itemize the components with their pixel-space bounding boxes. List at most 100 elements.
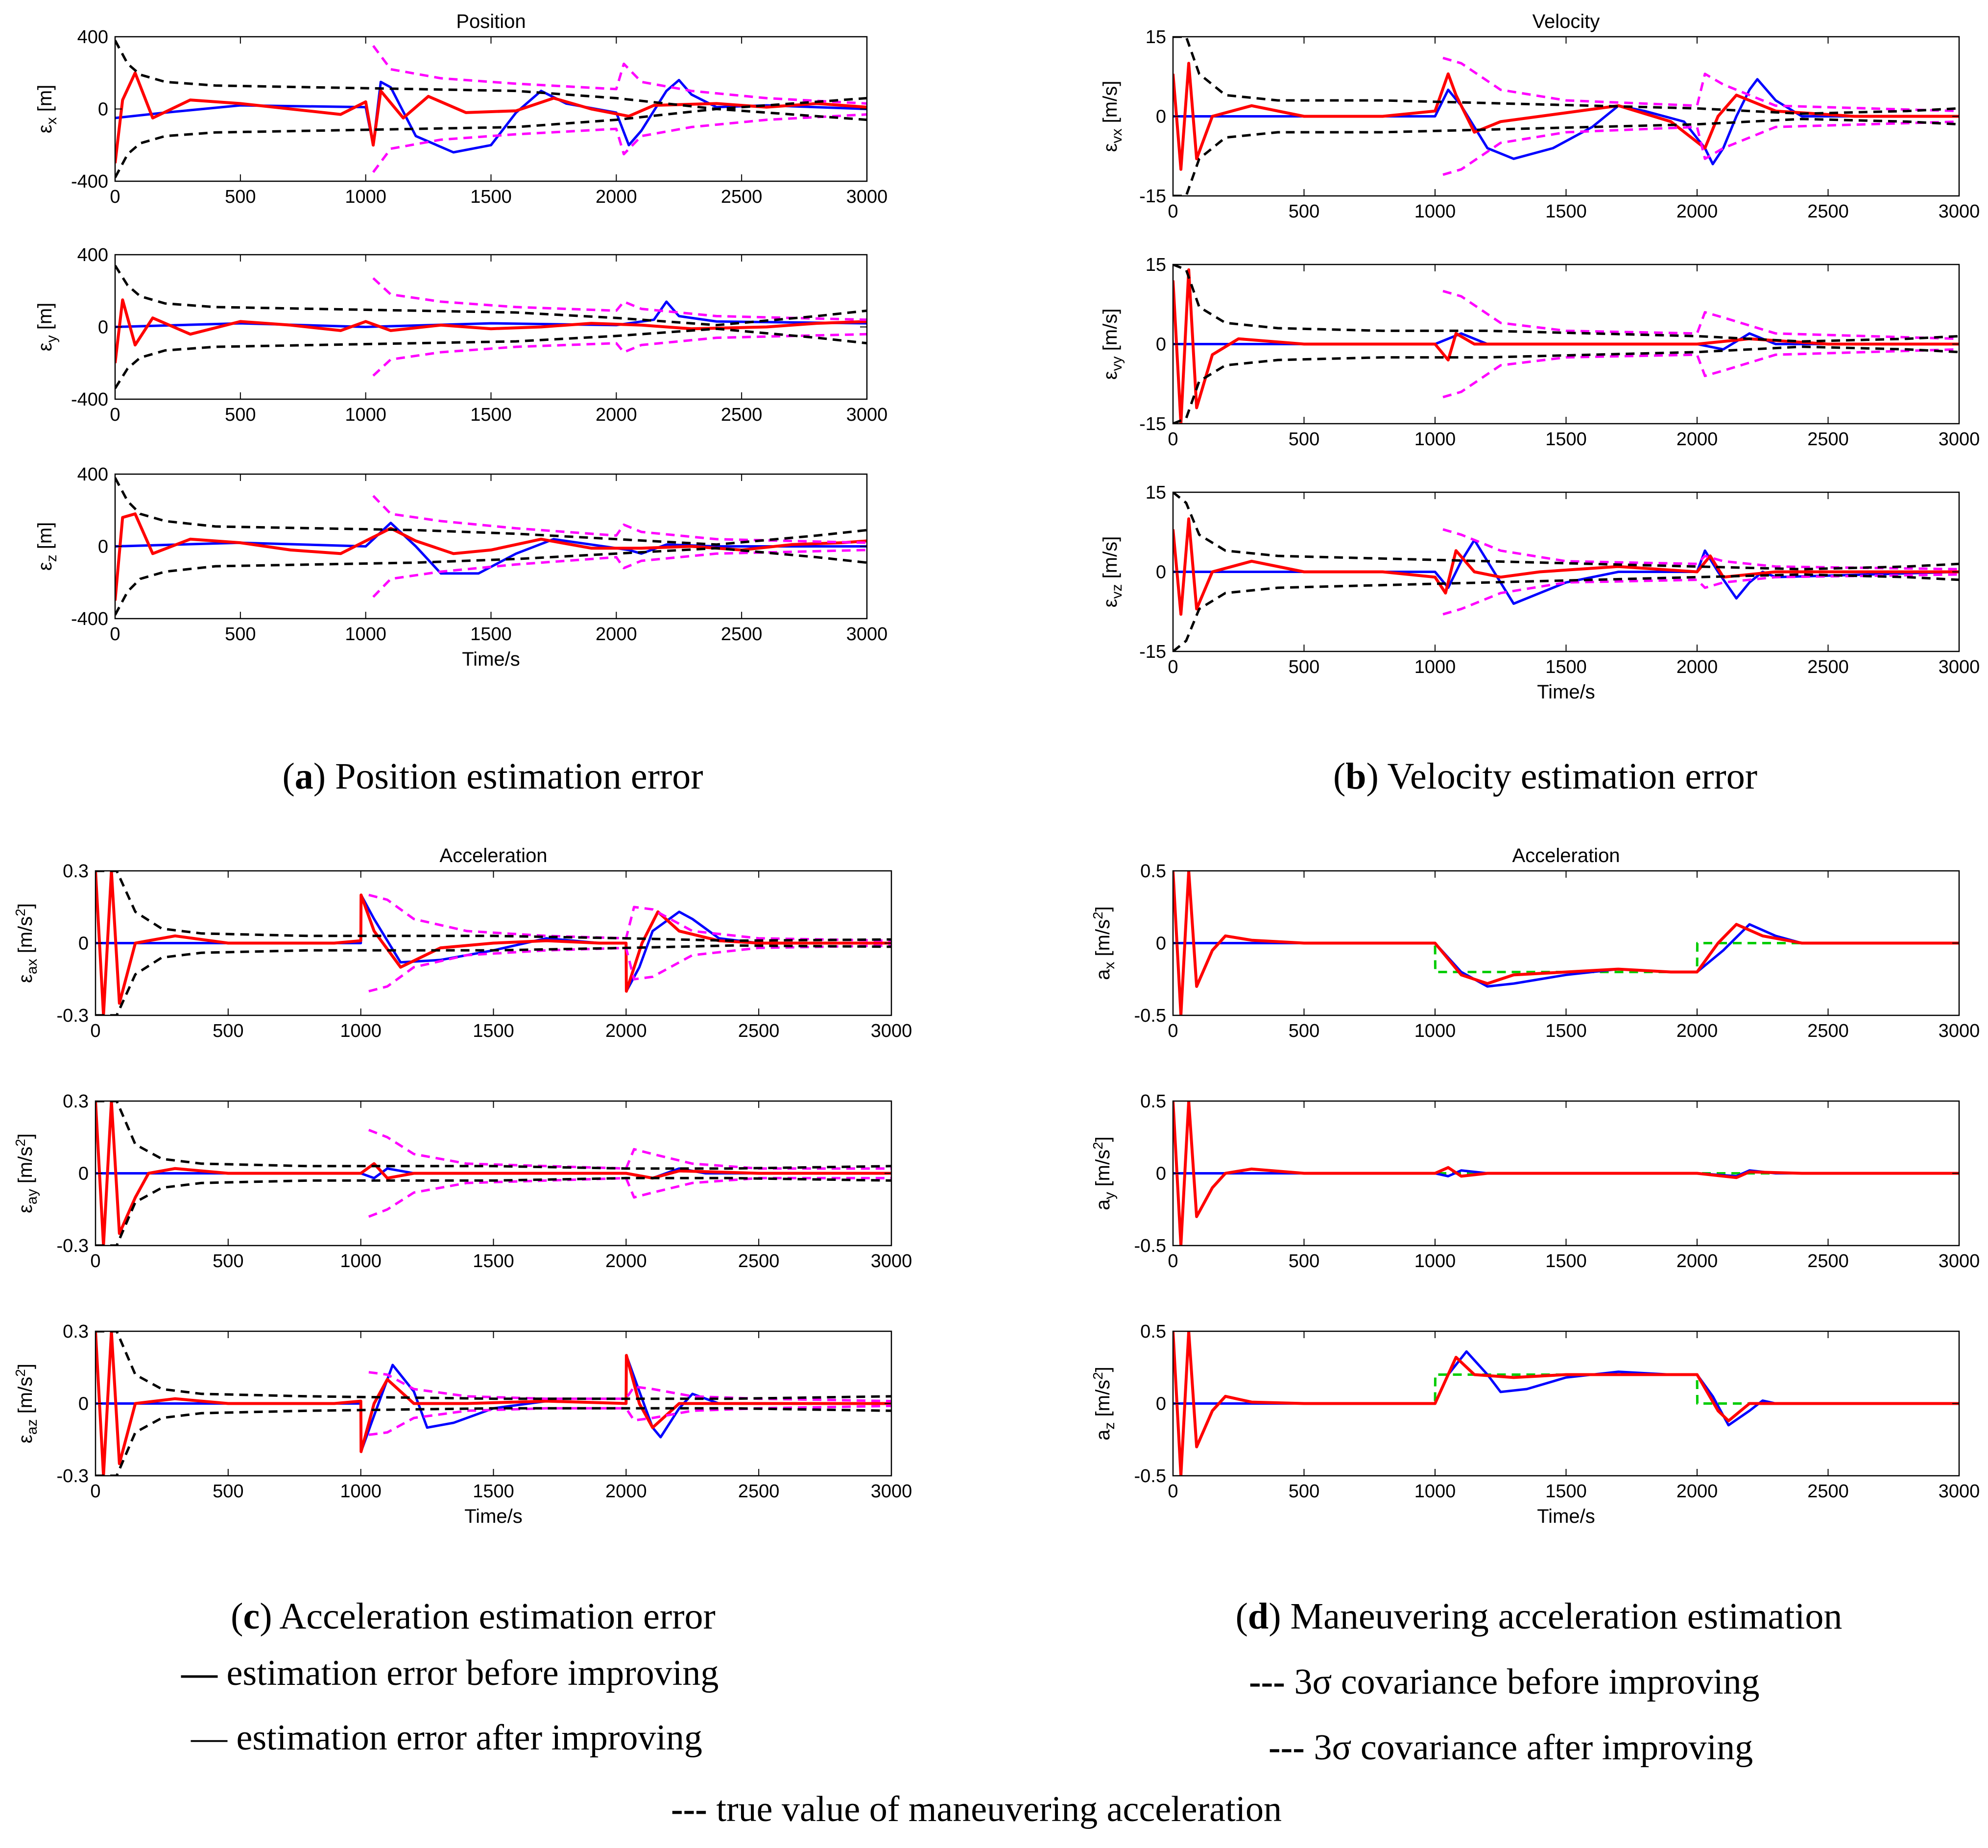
y-tick-label: 0 xyxy=(1156,1394,1166,1415)
legend-symbol-after: — xyxy=(191,1718,228,1758)
legend-item-before: — estimation error before improving xyxy=(181,1653,719,1693)
y-tick-label: 0.5 xyxy=(1140,1321,1166,1342)
series-before xyxy=(115,79,867,154)
series-before xyxy=(1173,78,1959,166)
x-tick-label: 0 xyxy=(1168,657,1178,677)
series-group xyxy=(115,40,867,178)
x-tick-label: 2000 xyxy=(1677,1481,1718,1502)
y-tick-label: 0 xyxy=(1156,1164,1166,1184)
series-sigma-after-lower xyxy=(115,108,867,178)
series-sigma-before xyxy=(368,893,891,942)
y-tick-label: 15 xyxy=(1146,482,1166,503)
caption-b: (b) Velocity estimation error xyxy=(1333,756,1757,797)
subplot-title: Velocity xyxy=(1533,11,1600,32)
x-tick-label: 2500 xyxy=(721,187,763,207)
x-tick-label: 2000 xyxy=(1677,1021,1718,1041)
x-tick-label: 1500 xyxy=(1545,657,1587,677)
subplot-title: Position xyxy=(456,11,526,32)
x-tick-label: 0 xyxy=(90,1251,100,1272)
caption-d: (d) Maneuvering acceleration estimation xyxy=(1236,1596,1843,1637)
y-tick-label: -15 xyxy=(1139,414,1166,434)
x-tick-label: 2000 xyxy=(596,624,637,645)
x-tick-label: 0 xyxy=(110,624,120,645)
legend-item-sigma-after: --- 3σ covariance after improving xyxy=(1269,1728,1753,1768)
x-tick-label: 1500 xyxy=(473,1021,514,1041)
series-group xyxy=(1173,1101,1959,1246)
x-tick-label: 2500 xyxy=(1807,201,1849,222)
y-tick-label: 15 xyxy=(1146,27,1166,48)
series-sigma-before xyxy=(372,45,867,105)
legend-label-after: estimation error after improving xyxy=(237,1718,702,1758)
y-tick-label: 0 xyxy=(1156,562,1166,583)
y-tick-label: 0 xyxy=(98,317,108,338)
x-tick-label: 500 xyxy=(213,1021,243,1041)
caption-a-text: Position estimation error xyxy=(326,756,703,797)
series-group xyxy=(96,1101,891,1246)
legend-symbol-before: — xyxy=(181,1653,218,1693)
series-sigma-before-lower xyxy=(1442,573,1959,616)
series-before xyxy=(1173,923,1959,988)
series-after xyxy=(115,512,867,601)
x-tick-label: 500 xyxy=(225,624,256,645)
series-sigma-after xyxy=(115,40,867,110)
series-sigma-after xyxy=(1173,492,1959,571)
x-tick-label: 3000 xyxy=(1939,1251,1980,1272)
x-tick-label: 1500 xyxy=(473,1481,514,1502)
x-tick-label: 1000 xyxy=(1414,201,1456,222)
x-tick-label: 500 xyxy=(225,187,256,207)
y-tick-label: 0.3 xyxy=(63,1321,89,1342)
y-tick-label: -400 xyxy=(71,609,108,629)
x-axis-label: Time/s xyxy=(1537,1506,1595,1527)
x-tick-label: 2000 xyxy=(1677,429,1718,450)
series-group xyxy=(1173,1331,1959,1476)
series-after xyxy=(1173,62,1959,171)
series-sigma-after-lower xyxy=(1173,345,1959,424)
series-sigma-before-lower xyxy=(368,1404,891,1436)
x-tick-label: 1000 xyxy=(345,405,386,425)
caption-b-text: Velocity estimation error xyxy=(1379,756,1757,797)
x-tick-label: 1500 xyxy=(470,187,512,207)
series-group xyxy=(115,477,867,616)
y-tick-label: 400 xyxy=(77,245,108,265)
x-tick-label: 2000 xyxy=(596,187,637,207)
y-tick-label: -0.5 xyxy=(1134,1006,1166,1026)
series-sigma-after-lower xyxy=(96,1176,891,1246)
x-tick-label: 1500 xyxy=(470,405,512,425)
caption-d-text: Maneuvering acceleration estimation xyxy=(1281,1596,1843,1637)
series-before xyxy=(1173,1350,1959,1427)
x-tick-label: 2500 xyxy=(1807,1481,1849,1502)
y-tick-label: -0.3 xyxy=(57,1466,89,1487)
x-tick-label: 1000 xyxy=(1414,429,1456,450)
axes-box xyxy=(114,36,868,182)
x-tick-label: 3000 xyxy=(871,1251,912,1272)
series-sigma-before-lower xyxy=(1442,120,1959,176)
x-tick-label: 1500 xyxy=(473,1251,514,1272)
legend-label-before: estimation error before improving xyxy=(227,1653,719,1693)
y-tick-label: -0.5 xyxy=(1134,1466,1166,1487)
y-axis-label: εay [m/s2] xyxy=(13,1133,40,1213)
series-truth xyxy=(1173,942,1959,973)
series-sigma-after xyxy=(115,477,867,546)
y-tick-label: -0.3 xyxy=(57,1236,89,1256)
x-tick-label: 0 xyxy=(1168,1481,1178,1502)
series-sigma-after xyxy=(1173,37,1959,115)
x-tick-label: 2000 xyxy=(605,1251,647,1272)
series-sigma-after xyxy=(96,871,891,942)
x-tick-label: 0 xyxy=(90,1481,100,1502)
x-tick-label: 0 xyxy=(1168,429,1178,450)
x-tick-label: 2000 xyxy=(1677,657,1718,677)
y-tick-label: 400 xyxy=(77,27,108,48)
y-tick-label: 0 xyxy=(98,537,108,557)
x-tick-label: 3000 xyxy=(846,405,888,425)
legend-label-truth: true value of maneuvering acceleration xyxy=(716,1789,1282,1829)
x-tick-label: 2000 xyxy=(605,1021,647,1041)
